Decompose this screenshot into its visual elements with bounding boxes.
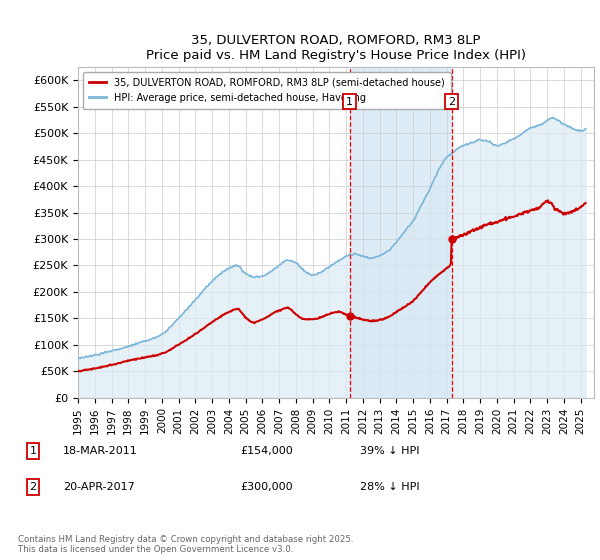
- Title: 35, DULVERTON ROAD, ROMFORD, RM3 8LP
Price paid vs. HM Land Registry's House Pri: 35, DULVERTON ROAD, ROMFORD, RM3 8LP Pri…: [146, 34, 526, 62]
- Text: 39% ↓ HPI: 39% ↓ HPI: [360, 446, 419, 456]
- Text: £154,000: £154,000: [240, 446, 293, 456]
- Text: 18-MAR-2011: 18-MAR-2011: [63, 446, 138, 456]
- Bar: [350, 67, 452, 398]
- Text: 28% ↓ HPI: 28% ↓ HPI: [360, 482, 419, 492]
- Legend: 35, DULVERTON ROAD, ROMFORD, RM3 8LP (semi-detached house), HPI: Average price, : 35, DULVERTON ROAD, ROMFORD, RM3 8LP (se…: [83, 72, 451, 109]
- Text: 2: 2: [29, 482, 37, 492]
- Text: 20-APR-2017: 20-APR-2017: [63, 482, 135, 492]
- Text: £300,000: £300,000: [240, 482, 293, 492]
- Text: 1: 1: [346, 96, 353, 106]
- Text: 1: 1: [29, 446, 37, 456]
- Text: Contains HM Land Registry data © Crown copyright and database right 2025.
This d: Contains HM Land Registry data © Crown c…: [18, 535, 353, 554]
- Text: 2: 2: [448, 96, 455, 106]
